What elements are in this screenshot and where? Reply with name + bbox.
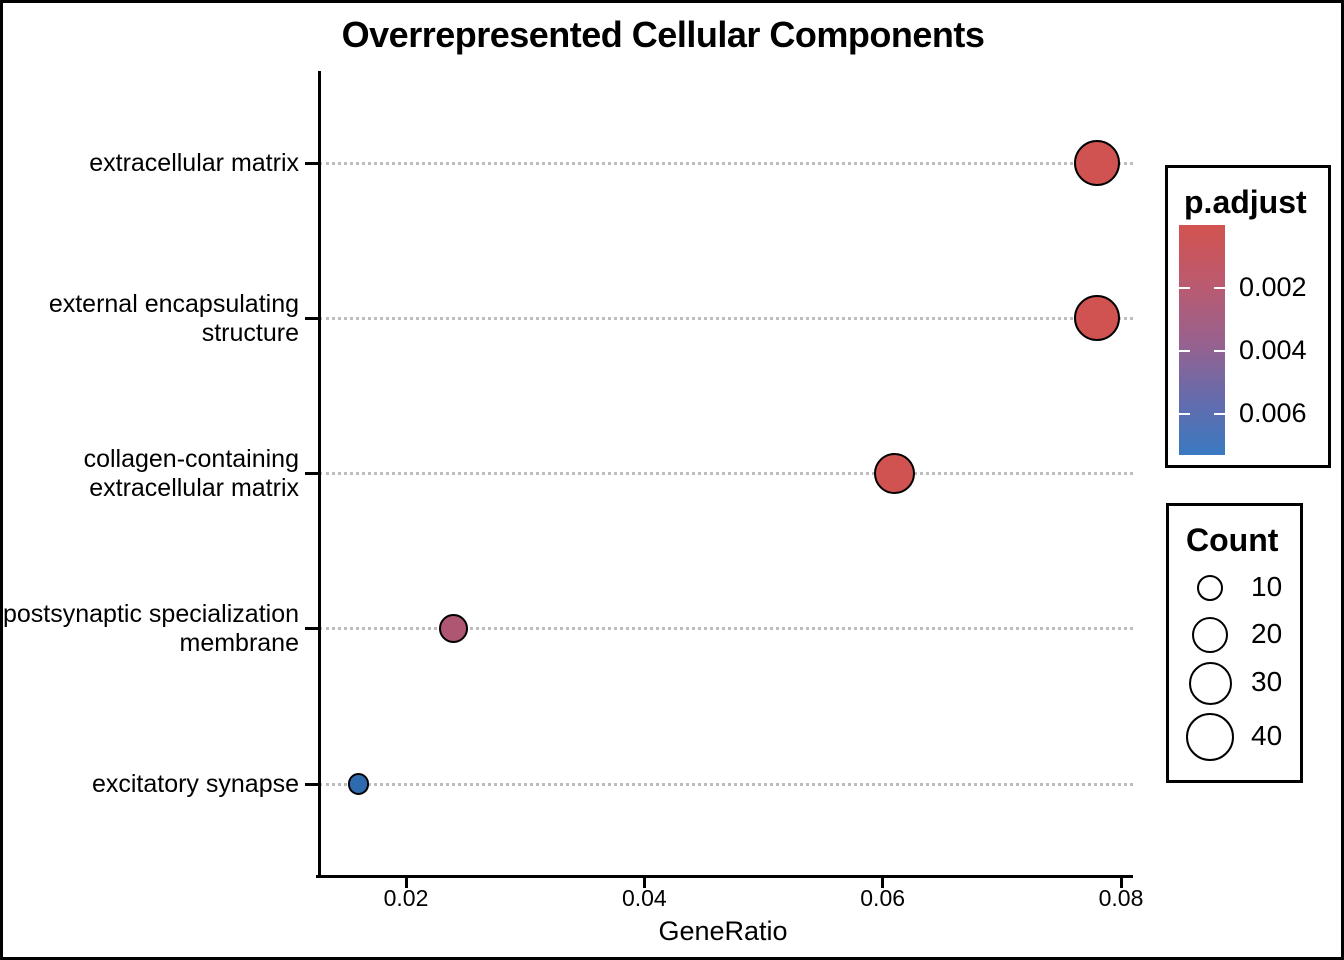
- count-legend-label: 10: [1251, 571, 1283, 602]
- gridline: [319, 472, 1133, 475]
- data-point: [347, 773, 370, 795]
- x-tick-label: 0.02: [383, 885, 429, 911]
- colorbar-tick-right: [1214, 349, 1225, 353]
- legend-p-adjust-title: p.adjust: [1184, 184, 1307, 220]
- y-category-label: collagen-containing extracellular matrix: [3, 445, 299, 503]
- colorbar-tick-label: 0.004: [1239, 335, 1307, 365]
- y-category-label: excitatory synapse: [3, 770, 299, 799]
- colorbar-tick-label: 0.006: [1239, 398, 1307, 428]
- x-axis-title: GeneRatio: [658, 916, 788, 946]
- y-axis-line: [318, 71, 321, 878]
- count-legend-circle: [1188, 661, 1232, 705]
- gridline: [319, 782, 1133, 786]
- y-axis-tick: [305, 316, 318, 320]
- y-axis-tick: [305, 782, 318, 786]
- x-tick-label: 0.08: [1098, 885, 1144, 911]
- count-legend-circle: [1197, 575, 1223, 601]
- data-point: [873, 452, 916, 495]
- y-category-label-line: membrane: [179, 629, 300, 658]
- y-axis-tick: [305, 627, 318, 631]
- x-axis-tick: [642, 875, 646, 888]
- y-axis-tick: [305, 161, 318, 165]
- y-category-label-line: external encapsulating: [48, 289, 299, 318]
- colorbar-tick-left: [1179, 349, 1190, 353]
- gridline: [319, 627, 1133, 631]
- y-category-label-line: structure: [201, 318, 299, 347]
- count-legend-label: 40: [1251, 720, 1283, 751]
- count-legend-label: 20: [1251, 618, 1283, 649]
- colorbar-tick-left: [1179, 286, 1190, 290]
- y-category-label-line: collagen-containing: [83, 445, 299, 473]
- colorbar-tick-right: [1214, 412, 1225, 416]
- y-axis-tick: [305, 472, 318, 475]
- y-category-label-line: excitatory synapse: [91, 770, 299, 798]
- count-legend-circle: [1192, 617, 1228, 653]
- p-adjust-colorbar: [1179, 225, 1225, 455]
- x-tick-label: 0.04: [621, 885, 667, 911]
- x-axis-tick: [404, 875, 408, 888]
- legend-count-title: Count: [1186, 522, 1279, 558]
- x-axis-tick: [881, 875, 885, 888]
- y-category-label-line: extracellular matrix: [89, 474, 299, 502]
- x-axis-line: [316, 875, 1133, 878]
- y-category-label-line: extracellular matrix: [89, 149, 299, 177]
- colorbar-tick-right: [1214, 286, 1225, 290]
- y-category-label: extracellular matrix: [3, 149, 299, 178]
- count-legend-label: 30: [1251, 666, 1283, 697]
- data-point: [1074, 139, 1121, 187]
- x-tick-label: 0.06: [860, 885, 906, 911]
- data-point: [438, 614, 469, 644]
- colorbar-tick-label: 0.002: [1239, 272, 1307, 302]
- y-category-label-line: postsynaptic specialization: [3, 600, 299, 629]
- gridline: [319, 161, 1133, 165]
- count-legend-circle: [1186, 713, 1234, 761]
- chart-title: Overrepresented Cellular Components: [341, 14, 985, 55]
- gridline: [319, 316, 1133, 320]
- x-axis-tick: [1119, 875, 1123, 888]
- y-category-label: external encapsulating structure: [3, 290, 299, 348]
- data-point: [1074, 295, 1121, 342]
- plot-panel: extracellular matrix external encapsulati…: [3, 3, 1341, 957]
- y-category-label: postsynaptic specialization membrane: [3, 600, 299, 658]
- colorbar-tick-left: [1179, 412, 1190, 416]
